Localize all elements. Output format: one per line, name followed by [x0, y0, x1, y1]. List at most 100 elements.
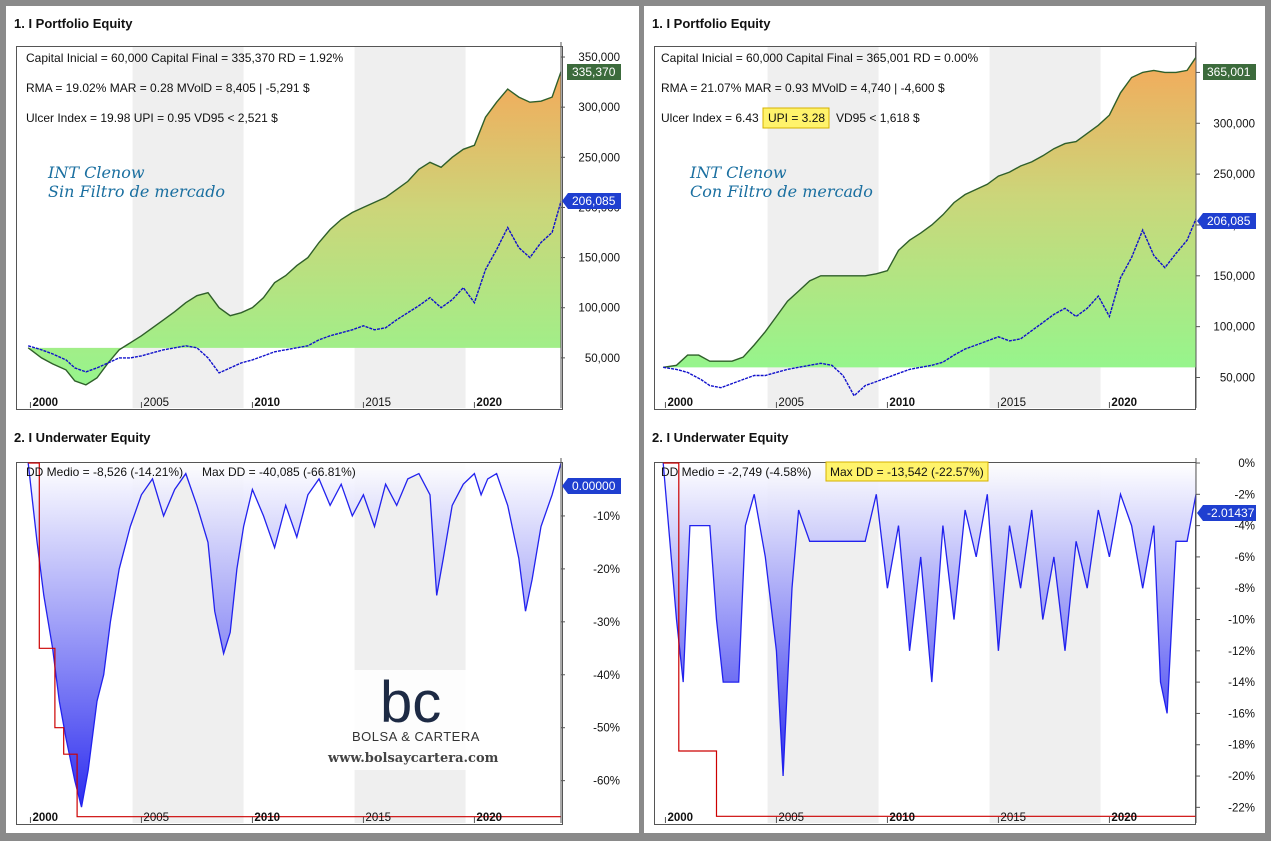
x-tick-label: 2005 [143, 812, 169, 824]
y-tick-label: 300,000 [1213, 118, 1255, 130]
y-tick-label: -18% [1228, 740, 1255, 752]
svg-text:335,370: 335,370 [572, 65, 616, 79]
underwater-line [662, 462, 1197, 777]
equity-area [661, 57, 1196, 368]
x-tick-label: 2010 [254, 397, 280, 409]
y-tick-label: 50,000 [1220, 372, 1255, 384]
equity-value-tag: 335,370 [567, 64, 621, 80]
x-tick-label: 2005 [778, 812, 804, 824]
y-tick-label: -50% [593, 723, 620, 735]
strategy-variant: Con Filtro de mercado [690, 182, 873, 201]
y-tick-label: -22% [1228, 802, 1255, 814]
stat-ulcer: Ulcer Index = 6.43 [661, 111, 759, 125]
dd-medio: DD Medio = -2,749 (-4.58%) [661, 465, 811, 479]
equity-area [26, 71, 561, 385]
max-dd-highlight [825, 461, 989, 482]
x-tick-label: 2020 [476, 812, 502, 824]
svg-text:206,085: 206,085 [572, 194, 616, 208]
x-tick-label: 2020 [1111, 397, 1137, 409]
max-dd-line [663, 462, 1196, 817]
underwater-value-tag: -2.01437 [1197, 505, 1256, 521]
y-tick-label: 250,000 [1213, 169, 1255, 181]
y-tick-label: -60% [593, 776, 620, 788]
x-tick-label: 2000 [667, 812, 693, 824]
watermark-logo: bc [380, 670, 441, 735]
y-tick-label: 50,000 [585, 353, 620, 365]
stat-line-3: Ulcer Index = 19.98 UPI = 0.95 VD95 < 2,… [26, 111, 278, 125]
benchmark-line [663, 218, 1197, 397]
y-tick-label: -12% [1228, 646, 1255, 658]
underwater-area [663, 463, 1196, 776]
benchmark-value-tag: 206,085 [1197, 213, 1256, 229]
equity-line [27, 71, 562, 386]
y-tick-label: -4% [1235, 521, 1255, 533]
y-tick-label: 300,000 [578, 102, 620, 114]
watermark-url: www.bolsaycartera.com [327, 751, 499, 766]
strategy-name: INT Clenow [47, 163, 145, 182]
y-tick-label: -10% [593, 511, 620, 523]
x-tick-label: 2005 [778, 397, 804, 409]
y-tick-label: 0% [1238, 458, 1255, 470]
y-tick-label: -14% [1228, 677, 1255, 689]
x-tick-label: 2020 [1111, 812, 1137, 824]
x-tick-label: 2010 [254, 812, 280, 824]
svg-text:365,001: 365,001 [1207, 65, 1251, 79]
stat-line-1: Capital Inicial = 60,000 Capital Final =… [661, 51, 979, 65]
dd-medio: DD Medio = -8,526 (-14.21%) [26, 465, 183, 479]
y-tick-label: -6% [1235, 552, 1255, 564]
x-tick-label: 2015 [1000, 812, 1026, 824]
y-tick-label: 250,000 [578, 152, 620, 164]
stat-upi: UPI = 3.28 [768, 111, 825, 125]
watermark-name: BOLSA & CARTERA [352, 729, 480, 744]
underwater-pane-title: 2. I Underwater Equity [652, 430, 789, 445]
watermark: bc BOLSA & CARTERA www.bolsaycartera.com [322, 670, 499, 770]
upi-highlight [762, 107, 830, 129]
x-tick-label: 2015 [365, 397, 391, 409]
svg-text:0.00000: 0.00000 [572, 479, 616, 493]
y-tick-label: -16% [1228, 708, 1255, 720]
y-tick-label: 100,000 [1213, 322, 1255, 334]
underwater-line [27, 462, 562, 808]
x-tick-label: 2000 [32, 397, 58, 409]
stat-vd95: VD95 < 1,618 $ [836, 111, 920, 125]
stat-line-2: RMA = 21.07% MAR = 0.93 MVolD = 4,740 | … [661, 81, 945, 95]
x-tick-label: 2000 [667, 397, 693, 409]
y-tick-label: -8% [1235, 583, 1255, 595]
max-dd: Max DD = -40,085 (-66.81%) [202, 465, 356, 479]
x-tick-label: 2010 [889, 397, 915, 409]
underwater-area [28, 463, 561, 808]
equity-line [663, 56, 1197, 368]
strategy-name: INT Clenow [689, 163, 787, 182]
svg-text:206,085: 206,085 [1207, 214, 1251, 228]
y-tick-label: 150,000 [578, 253, 620, 265]
x-tick-label: 2005 [143, 397, 169, 409]
y-tick-label: -20% [1228, 771, 1255, 783]
x-tick-label: 2015 [365, 812, 391, 824]
benchmark-value-tag: 206,085 [562, 193, 621, 209]
y-tick-label: -20% [593, 564, 620, 576]
x-tick-label: 2015 [1000, 397, 1026, 409]
strategy-variant: Sin Filtro de mercado [48, 182, 225, 201]
benchmark-line [27, 201, 562, 374]
x-tick-label: 2000 [32, 812, 58, 824]
y-tick-label: 350,000 [578, 52, 620, 64]
y-tick-label: -10% [1228, 615, 1255, 627]
underwater-pane-title: 2. I Underwater Equity [14, 430, 151, 445]
y-tick-label: 150,000 [1213, 271, 1255, 283]
max-dd-line [28, 462, 561, 818]
y-tick-label: -30% [593, 617, 620, 629]
stat-line-1: Capital Inicial = 60,000 Capital Final =… [26, 51, 344, 65]
x-tick-label: 2020 [476, 397, 502, 409]
svg-text:-2.01437: -2.01437 [1207, 506, 1255, 520]
equity-pane-title: 1. I Portfolio Equity [14, 16, 133, 31]
max-dd: Max DD = -13,542 (-22.57%) [830, 465, 984, 479]
y-tick-label: -2% [1235, 489, 1255, 501]
y-tick-label: -40% [593, 670, 620, 682]
plot-series [26, 56, 1197, 818]
equity-value-tag: 365,001 [1203, 64, 1256, 80]
x-tick-label: 2010 [889, 812, 915, 824]
equity-pane-title: 1. I Portfolio Equity [652, 16, 771, 31]
stat-line-2: RMA = 19.02% MAR = 0.28 MVolD = 8,405 | … [26, 81, 310, 95]
y-tick-label: 100,000 [578, 303, 620, 315]
